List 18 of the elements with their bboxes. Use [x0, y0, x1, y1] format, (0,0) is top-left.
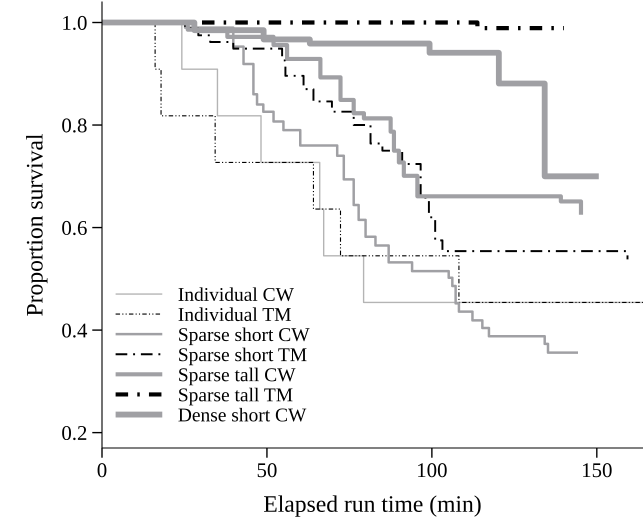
y-tick-label: 0.6 — [62, 220, 87, 236]
x-axis-title: Elapsed run time (min) — [264, 495, 481, 517]
y-tick-label: 0.8 — [62, 118, 87, 133]
legend-label: Dense short CW — [178, 408, 306, 422]
legend-label: Sparse tall CW — [179, 368, 296, 386]
legend-label: Individual CW — [178, 287, 294, 302]
legend-label: Sparse tall TM — [179, 388, 292, 406]
x-tick-label: 150 — [583, 463, 612, 478]
y-tick-label: 1.0 — [63, 16, 87, 30]
legend-label: Sparse short TM — [179, 348, 307, 366]
legend-label: Sparse short CW — [179, 327, 310, 346]
legend-label: Individual TM — [178, 307, 291, 322]
x-tick-label: 100 — [418, 463, 447, 478]
x-tick-label: 50 — [258, 463, 277, 478]
x-tick-label: 0 — [98, 463, 106, 478]
y-axis-title: Proportion survival — [26, 134, 48, 316]
y-tick-label: 0.2 — [62, 426, 86, 440]
y-tick-label: 0.4 — [62, 323, 88, 338]
